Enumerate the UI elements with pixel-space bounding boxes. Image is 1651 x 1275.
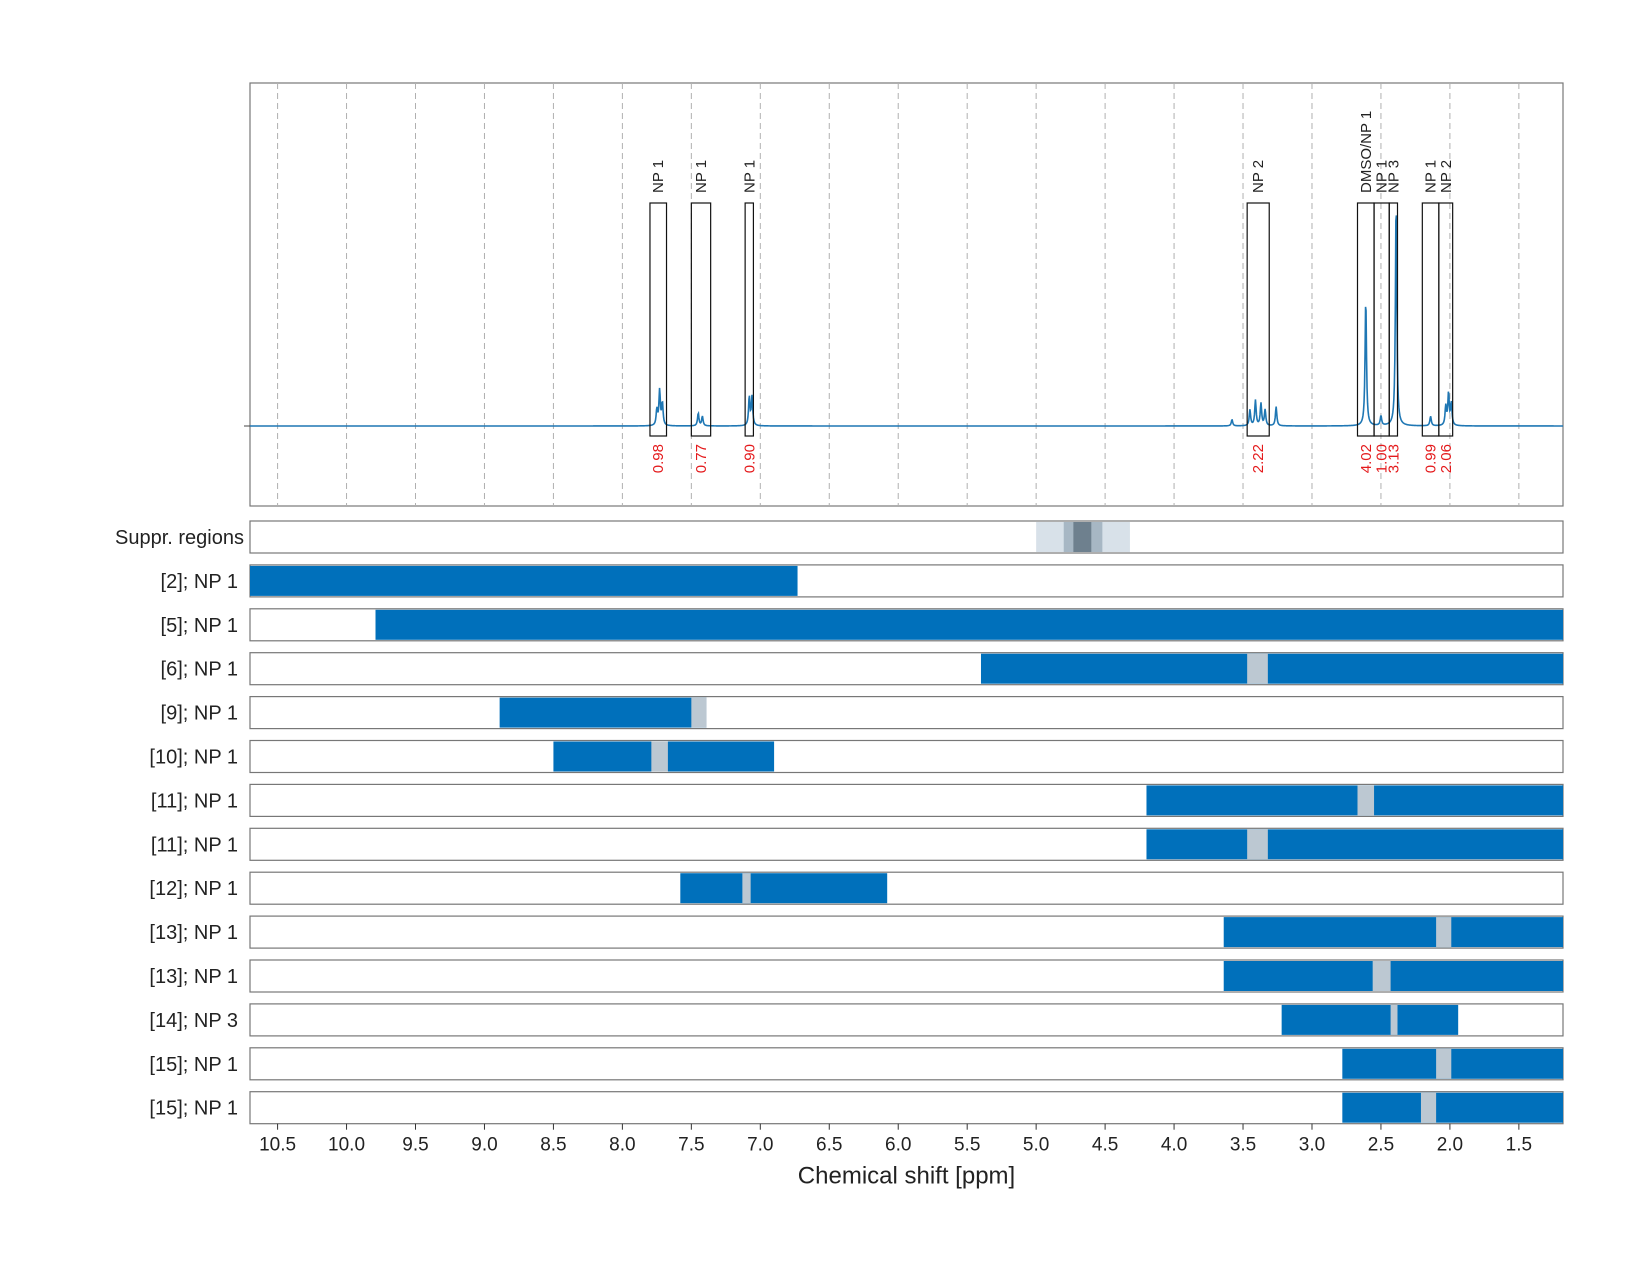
- annotation-box: [690, 202, 712, 437]
- x-tick-label: 4.5: [1092, 1135, 1118, 1156]
- range-gap: [1247, 829, 1268, 860]
- integral-value: 0.99: [1423, 444, 1440, 473]
- x-tick-label: 10.5: [259, 1135, 296, 1156]
- range-bar: [980, 653, 1563, 684]
- range-gap: [1436, 917, 1452, 948]
- row-label: [2]; NP 1: [161, 571, 238, 593]
- range-bar: [1342, 1092, 1563, 1123]
- integral-value: 1.00: [1374, 444, 1391, 473]
- range-gap: [742, 873, 751, 904]
- x-tick-label: 6.0: [885, 1135, 911, 1156]
- annotation-box: [744, 202, 755, 437]
- annotation-label: NP 3: [1385, 160, 1402, 193]
- row-label: [6]; NP 1: [161, 659, 238, 681]
- row-label: [12]; NP 1: [149, 878, 238, 900]
- annotation-box: [649, 202, 668, 437]
- integral-value: 2.06: [1438, 444, 1455, 473]
- x-tick-label: 5.0: [1023, 1135, 1049, 1156]
- range-bar: [499, 697, 707, 728]
- x-tick-label: 3.0: [1299, 1135, 1325, 1156]
- annotation-box: [1246, 202, 1270, 437]
- integral-value: 3.13: [1385, 444, 1402, 473]
- x-tick-label: 10.0: [328, 1135, 365, 1156]
- x-tick-label: 7.0: [747, 1135, 773, 1156]
- x-tick-label: 2.0: [1437, 1135, 1463, 1156]
- x-tick-label: 5.5: [954, 1135, 980, 1156]
- x-tick-label: 6.5: [816, 1135, 842, 1156]
- row-label: [9]; NP 1: [161, 703, 238, 725]
- range-row-frame: [249, 871, 1564, 905]
- x-axis-label: Chemical shift [ppm]: [798, 1163, 1015, 1190]
- range-bar: [1146, 829, 1563, 860]
- range-bar: [375, 609, 1564, 640]
- x-tick-label: 4.0: [1161, 1135, 1187, 1156]
- annotation-label: NP 2: [1250, 160, 1267, 193]
- row-label: [14]; NP 3: [149, 1010, 238, 1032]
- x-tick-label: 2.5: [1368, 1135, 1394, 1156]
- range-bar: [1281, 1004, 1459, 1035]
- x-tick-label: 9.5: [402, 1135, 428, 1156]
- integral-value: 2.22: [1250, 444, 1267, 473]
- spectrum-trace: [250, 215, 1563, 427]
- range-gap: [1372, 961, 1391, 991]
- range-bar: [1146, 785, 1563, 816]
- range-gap: [1420, 1092, 1437, 1123]
- row-label: [11]; NP 1: [151, 790, 238, 812]
- x-tick-label: 8.0: [609, 1135, 635, 1156]
- annotation-label: NP 1: [741, 160, 758, 193]
- range-gap: [651, 741, 668, 772]
- annotation-label: NP 2: [1438, 160, 1455, 193]
- range-gap: [1247, 653, 1268, 684]
- range-bar: [1223, 917, 1563, 948]
- spectrum-panel-frame: [249, 82, 1564, 507]
- annotation-label: NP 1: [693, 160, 710, 193]
- integral-value: 0.77: [693, 444, 710, 473]
- range-row-frame: [249, 695, 1564, 730]
- x-tick-label: 1.5: [1506, 1135, 1532, 1156]
- suppr-row-frame: [249, 520, 1564, 554]
- row-label: [13]; NP 1: [149, 966, 238, 988]
- x-tick-label: 3.5: [1230, 1135, 1256, 1156]
- x-tick-label: 7.5: [678, 1135, 704, 1156]
- integral-value: 0.90: [741, 444, 758, 473]
- range-gap: [1357, 785, 1375, 816]
- range-gap: [691, 697, 707, 728]
- range-bar: [250, 565, 798, 596]
- annotation-box: [1388, 202, 1399, 437]
- range-bar: [1342, 1048, 1563, 1079]
- annotation-label: NP 1: [650, 160, 667, 193]
- row-label: [10]; NP 1: [149, 747, 238, 769]
- row-label: [15]; NP 1: [149, 1098, 238, 1120]
- integral-value: 4.02: [1358, 444, 1375, 473]
- row-label: [5]; NP 1: [161, 615, 238, 637]
- x-tick-label: 8.5: [540, 1135, 566, 1156]
- range-gap: [1436, 1048, 1452, 1079]
- x-tick-label: 9.0: [471, 1135, 497, 1156]
- annotation-label: NP 1: [1374, 160, 1391, 193]
- range-bar: [680, 873, 888, 904]
- annotation-label: DMSO/NP 1: [1358, 111, 1375, 193]
- annotation-box: [1438, 202, 1454, 437]
- row-label: [13]; NP 1: [149, 922, 238, 944]
- range-gap: [1390, 1004, 1398, 1035]
- row-label: [15]; NP 1: [149, 1054, 238, 1076]
- range-bar: [1223, 961, 1563, 991]
- suppr-region-core: [1073, 522, 1092, 552]
- integral-value: 0.98: [650, 444, 667, 473]
- range-row-frame: [249, 739, 1564, 774]
- row-label: [11]; NP 1: [151, 834, 238, 856]
- annotation-label: NP 1: [1423, 160, 1440, 193]
- row-label: Suppr. regions: [115, 527, 244, 549]
